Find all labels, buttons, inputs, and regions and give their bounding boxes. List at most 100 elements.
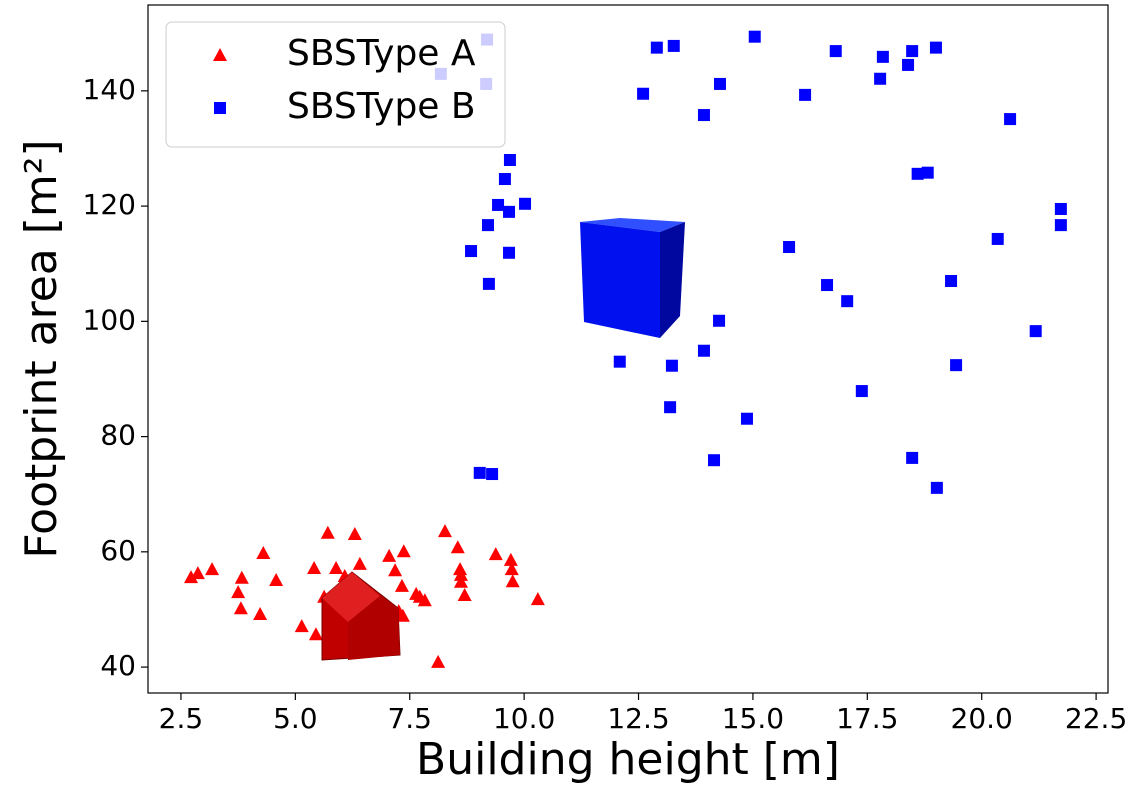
square-marker <box>473 466 486 479</box>
triangle-marker <box>234 570 249 584</box>
x-tick-label: 7.5 <box>387 702 432 735</box>
square-marker <box>697 344 710 357</box>
square-marker <box>1054 202 1067 215</box>
square-marker <box>667 39 680 52</box>
triangle-marker <box>431 654 446 668</box>
y-tick-label: 40 <box>100 649 136 682</box>
square-marker <box>664 401 677 414</box>
triangle-marker <box>394 578 409 592</box>
square-marker <box>829 45 842 58</box>
x-axis-label: Building height [m] <box>416 734 840 785</box>
x-tick-label: 22.5 <box>1065 702 1127 735</box>
square-marker <box>906 451 919 464</box>
x-tick-label: 15.0 <box>722 702 784 735</box>
triangle-marker <box>213 48 227 61</box>
plot-frame <box>147 4 1109 694</box>
x-tick-label: 10.0 <box>493 702 555 735</box>
y-tick-label: 140 <box>83 73 136 106</box>
square-marker <box>713 77 726 90</box>
triangle-marker <box>396 544 411 558</box>
square-marker <box>950 359 963 372</box>
legend-label: SBSType A <box>287 33 476 74</box>
y-tick-label: 60 <box>100 534 136 567</box>
square-marker <box>911 167 924 180</box>
triangle-marker <box>231 585 246 599</box>
square-marker <box>921 166 934 179</box>
x-tick-label: 12.5 <box>607 702 669 735</box>
square-marker <box>945 275 958 288</box>
square-marker <box>503 246 516 259</box>
square-marker <box>486 468 499 481</box>
axes: 2.5 5.0 7.5 10.0 12.5 15.0 17.5 20.0 22.5 40 60 80 1… <box>83 73 1128 735</box>
triangle-marker <box>395 608 410 622</box>
plot-area <box>184 30 1067 668</box>
square-marker <box>930 481 943 494</box>
triangle-marker <box>320 525 335 539</box>
legend: SBSType A SBSType B <box>165 21 506 148</box>
square-marker <box>637 87 650 100</box>
square-marker <box>613 355 626 368</box>
square-marker <box>482 277 495 290</box>
triangle-marker <box>269 573 284 587</box>
square-marker <box>498 173 511 186</box>
triangle-marker <box>352 556 367 570</box>
square-marker <box>1004 113 1017 126</box>
square-marker <box>650 41 663 54</box>
y-tick-label: 120 <box>83 188 136 221</box>
square-marker <box>841 295 854 308</box>
triangle-marker <box>382 548 397 562</box>
square-marker <box>876 50 889 63</box>
square-marker <box>708 454 721 467</box>
triangle-marker <box>388 563 403 577</box>
square-marker <box>713 314 726 327</box>
triangle-marker <box>294 619 309 633</box>
square-marker <box>991 232 1004 245</box>
square-marker <box>748 30 761 43</box>
x-tick-label: 2.5 <box>159 702 204 735</box>
triangle-marker <box>329 560 344 574</box>
triangle-marker <box>503 552 518 566</box>
square-marker <box>902 58 915 71</box>
triangle-marker <box>453 562 468 576</box>
triangle-marker <box>504 562 519 576</box>
square-marker <box>503 154 516 167</box>
square-marker <box>492 198 505 211</box>
square-marker <box>697 109 710 122</box>
square-marker <box>855 385 868 398</box>
square-marker <box>481 219 494 232</box>
triangle-marker <box>505 574 520 588</box>
square-marker <box>740 412 753 425</box>
square-marker <box>929 41 942 54</box>
square-marker <box>214 102 226 114</box>
triangle-marker <box>453 574 468 588</box>
triangle-marker <box>307 560 322 574</box>
triangle-marker <box>308 627 323 641</box>
triangle-marker <box>488 547 503 561</box>
cube-icon <box>580 218 685 338</box>
triangle-marker <box>417 593 432 607</box>
square-marker <box>1054 219 1067 232</box>
square-marker <box>665 359 678 372</box>
square-marker <box>799 88 812 101</box>
triangle-marker <box>233 601 248 615</box>
y-tick-label: 100 <box>83 303 136 336</box>
triangle-marker <box>457 588 472 602</box>
triangle-marker <box>437 524 452 538</box>
y-tick-label: 80 <box>100 419 136 452</box>
y-axis-label: Footprint area [m²] <box>16 139 67 558</box>
triangle-marker <box>450 540 465 554</box>
legend-frame <box>165 21 506 148</box>
square-marker <box>906 45 919 58</box>
x-tick-label: 17.5 <box>836 702 898 735</box>
triangle-marker <box>530 592 545 606</box>
triangle-marker <box>347 526 362 540</box>
x-tick-label: 20.0 <box>951 702 1013 735</box>
square-marker <box>503 205 516 218</box>
triangle-marker <box>205 562 220 576</box>
triangle-marker <box>453 567 468 581</box>
triangle-marker <box>253 607 268 621</box>
legend-label: SBSType B <box>287 86 476 127</box>
square-marker <box>519 197 532 210</box>
house-icon <box>321 571 401 661</box>
